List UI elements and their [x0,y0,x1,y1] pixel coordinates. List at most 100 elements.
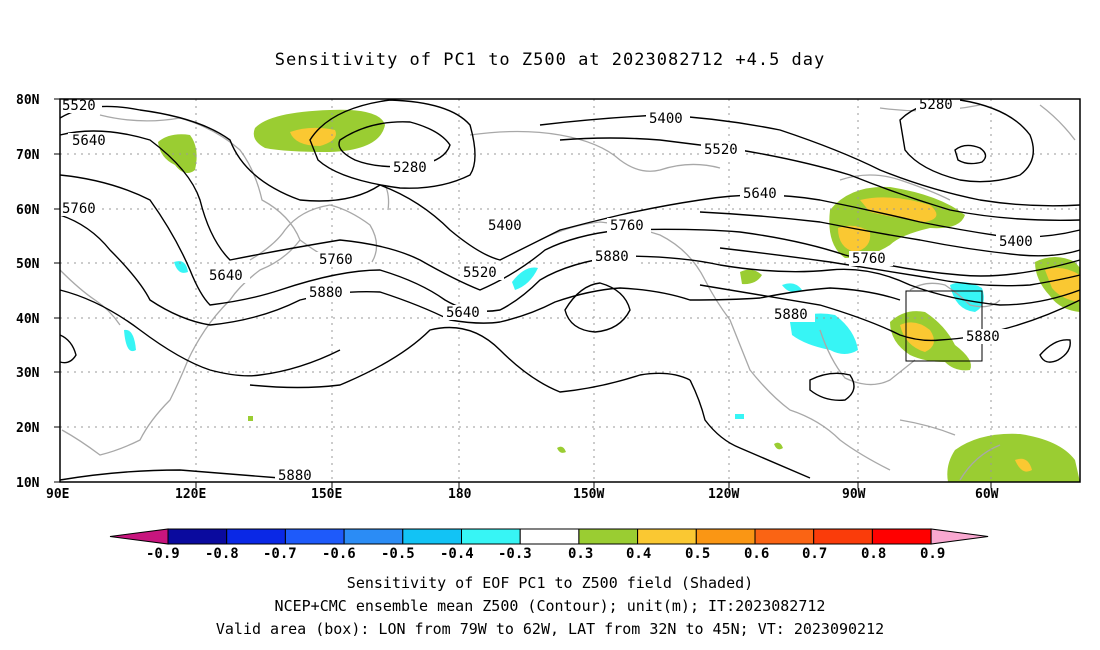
footer-line-3: Valid area (box): LON from 79W to 62W, L… [215,620,885,638]
colorbar-segment [402,528,462,545]
shade-negative [782,283,802,293]
coast-asia-west [59,269,121,326]
lon-label: 180 [448,487,472,502]
contour-label: 5880 [966,329,1000,345]
contour-label: 5760 [62,201,96,217]
lon-label: 90W [842,487,866,502]
colorbar-segment [578,528,639,545]
colorbar-label: 0.7 [802,546,827,560]
contour-label: 5760 [852,251,886,267]
contour-label: 5760 [610,218,644,234]
contour-labels: 5520 5640 5760 5640 5280 5760 5880 5400 … [58,97,1040,484]
colorbar-label: 0.9 [920,546,945,560]
colorbar-segment [461,528,521,545]
coast-gulf [819,329,916,386]
colorbar-segment [695,528,756,545]
colorbar-segment [871,528,932,545]
lon-label: 120W [708,487,739,502]
contour-label: 5400 [488,218,522,234]
colorbar-label: 0.3 [568,546,593,560]
latitude-labels: 80N 70N 60N 50N 40N 30N 20N 10N [16,93,40,491]
colorbar-label: -0.8 [205,546,239,560]
shade-positive [740,269,762,285]
shade-positive-mid [900,322,934,352]
lat-label: 70N [16,148,40,163]
axis-ticks [54,98,992,488]
contour-label: 5880 [774,307,808,323]
lon-label: 150E [311,487,342,502]
lat-label: 10N [16,476,40,491]
colorbar-label: -0.6 [322,546,356,560]
coast-south-america [959,444,1001,481]
contour-label: 5880 [309,285,343,301]
colorbar-segment [226,528,286,545]
contour-label: 5280 [393,160,427,176]
contour-label: 5520 [463,265,497,281]
lat-label: 50N [16,257,40,272]
colorbar-label: 0.4 [626,546,651,560]
contour-label: 5520 [62,98,96,114]
contour-label: 5880 [278,468,312,484]
shade-positive [557,446,566,453]
shade-positive-mid [860,197,937,222]
chart-title: Sensitivity of PC1 to Z500 at 2023082712… [274,50,826,70]
contour-label: 5400 [649,111,683,127]
colorbar-left-arrow [109,528,169,545]
coast-alaska-north [469,130,721,172]
colorbar-segment [813,528,873,545]
colorbar-segment [637,528,697,545]
shade-negative [512,267,538,290]
colorbar-segment [284,528,345,545]
coast-north-america-east [909,282,1001,308]
shade-positive [774,442,783,450]
lat-label: 30N [16,366,40,381]
footer-line-1: Sensitivity of EOF PC1 to Z500 field (Sh… [346,574,754,592]
colorbar [109,528,989,545]
colorbar-label: -0.7 [263,546,297,560]
longitude-labels: 90E 120E 150E 180 150W 120W 90W 60W [46,487,999,502]
contour-label: 5520 [704,142,738,158]
contour-label: 5640 [209,268,243,284]
coast-caribbean [899,419,956,436]
colorbar-label: 0.6 [744,546,769,560]
colorbar-segment [167,528,228,545]
shade-negative [950,282,984,312]
shade-positive-mid [290,127,336,146]
colorbar-right-arrow [930,528,989,545]
shade-positive [248,416,253,421]
map-and-colorbar: 5520 5640 5760 5640 5280 5760 5880 5400 … [16,93,1081,560]
lon-label: 150W [573,487,604,502]
map-grid [60,99,1080,482]
contour-label: 5400 [999,234,1033,250]
contour-label: 5760 [319,252,353,268]
shade-negative [790,313,858,354]
shade-negative [735,414,744,419]
colorbar-labels: -0.9 -0.8 -0.7 -0.6 -0.5 -0.4 -0.3 0.3 0… [146,546,945,560]
shade-positive-mid [838,225,871,252]
colorbar-label: -0.5 [381,546,415,560]
shade-negative [174,261,188,273]
lat-label: 20N [16,421,40,436]
contour-label: 5880 [595,249,629,265]
colorbar-label: -0.4 [440,546,474,560]
colorbar-segment [754,528,815,545]
colorbar-label: -0.3 [498,546,532,560]
contour-label: 5640 [446,305,480,321]
lon-label: 90E [46,487,69,502]
lat-label: 80N [16,93,40,108]
colorbar-label: 0.8 [861,546,886,560]
lat-label: 60N [16,203,40,218]
colorbar-label: -0.9 [146,546,180,560]
colorbar-segment [519,528,580,545]
lat-label: 40N [16,312,40,327]
coast-japan [249,204,378,263]
contour-label: 5640 [72,133,106,149]
colorbar-segment [343,528,404,545]
colorbar-label: 0.5 [685,546,710,560]
footer-line-2: NCEP+CMC ensemble mean Z500 (Contour); u… [274,597,826,615]
shade-positive [947,433,1080,482]
shade-positive [158,134,197,174]
lon-label: 60W [975,487,999,502]
shade-negative [124,329,136,352]
coast-hudson [839,174,951,201]
